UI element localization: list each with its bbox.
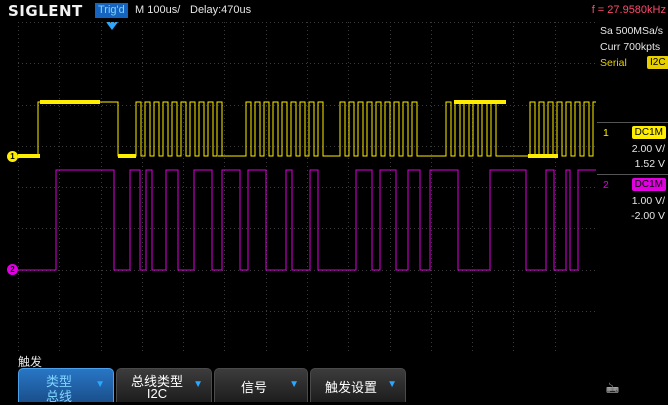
ch2-settings-box[interactable]: 2 DC1M 1.00 V/ -2.00 V [597, 174, 668, 231]
down-arrow-icon: ▼ [387, 379, 397, 390]
softkey-trigger-setup[interactable]: 触发设置 ▼ [310, 368, 406, 402]
ch2-number: 2 [603, 179, 609, 191]
waveform-grid [18, 22, 596, 352]
softkey-label: 类型 [45, 374, 72, 389]
ch2-level-marker[interactable]: 2 [7, 264, 18, 275]
softkey-value: 总线 [45, 389, 72, 404]
ch1-coupling: DC1M [631, 126, 666, 139]
down-arrow-icon: ▼ [193, 379, 203, 390]
ch1-number: 1 [603, 127, 609, 139]
usb-icon: 🖮 [606, 381, 620, 396]
current-points: Curr 700kpts [600, 41, 661, 53]
down-arrow-icon: ▼ [289, 379, 299, 390]
grid-lines [18, 22, 596, 352]
ch1-offset: 1.52 V [634, 158, 665, 170]
ch1-scale: 2.00 V/ [631, 143, 665, 155]
softkey-bus-type[interactable]: 总线类型 I2C ▼ [116, 368, 212, 402]
ch2-offset: -2.00 V [631, 210, 665, 222]
ch2-scale: 1.00 V/ [631, 195, 665, 207]
brand-logo: SIGLENT [8, 2, 83, 20]
softkey-label: 信号 [240, 380, 267, 395]
delay-readout: Delay:470us [190, 4, 252, 16]
softkey-label: 触发设置 [324, 380, 377, 395]
softkey-signal[interactable]: 信号 ▼ [214, 368, 308, 402]
top-status-bar: SIGLENT Trig'd M 100us/ Delay:470us f = … [0, 0, 668, 22]
trigger-status-badge: Trig'd [95, 3, 128, 18]
softkey-trigger-type[interactable]: 类型 总线 ▼ [18, 368, 114, 404]
ch2-coupling: DC1M [631, 178, 666, 191]
menu-title: 触发 [18, 355, 43, 369]
trigger-position-marker-icon [106, 22, 118, 30]
timebase-readout: M 100us/ [135, 4, 181, 16]
down-arrow-icon: ▼ [95, 379, 105, 390]
serial-label: Serial [600, 57, 627, 69]
ch1-settings-box[interactable]: 1 DC1M 2.00 V/ 1.52 V [597, 122, 668, 179]
soft-menu-bar: 类型 总线 ▼ 总线类型 I2C ▼ 信号 ▼ 触发设置 ▼ [0, 368, 668, 404]
ch1-waveform [18, 101, 596, 157]
softkey-label: 总线类型 [130, 374, 183, 389]
ch1-level-marker[interactable]: 1 [7, 151, 18, 162]
sample-rate: Sa 500MSa/s [600, 25, 664, 37]
softkey-value: I2C [146, 386, 168, 401]
ch2-waveform [18, 169, 596, 271]
serial-protocol-badge: I2C [647, 56, 668, 69]
ch1-dense-segments [18, 100, 558, 158]
frequency-readout: f = 27.9580kHz [591, 4, 666, 16]
